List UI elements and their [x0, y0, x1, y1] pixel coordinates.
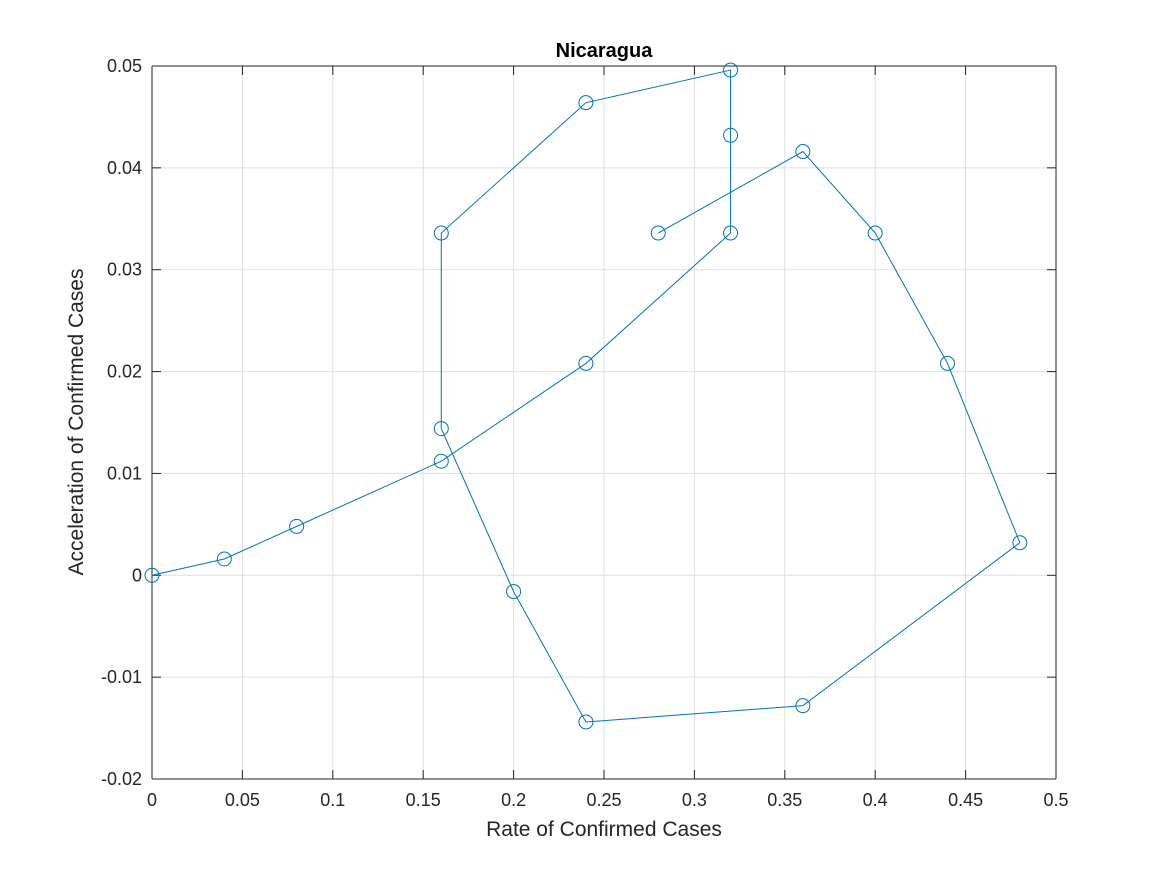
x-tick-label: 0.1	[320, 790, 345, 810]
data-point-marker	[144, 567, 160, 583]
x-axis-title: Rate of Confirmed Cases	[486, 818, 722, 841]
data-point-marker	[940, 355, 956, 371]
ticks: 0 0.05 0.1 0.15 0.2 0.25 0.3 0.35 0.4 0.45 0.5 -0.0…	[101, 56, 1069, 810]
x-tick-label: 0.35	[767, 790, 802, 810]
series-line	[151, 69, 1021, 723]
x-tick-label: 0.05	[225, 790, 260, 810]
y-tick-label: 0.03	[107, 260, 142, 280]
data-point-marker	[1012, 535, 1028, 551]
x-tick-label: 0	[147, 790, 157, 810]
data-series	[144, 62, 1028, 730]
data-point-marker	[795, 144, 811, 160]
data-point-marker	[433, 225, 449, 241]
data-point-marker	[795, 698, 811, 714]
y-tick-label: 0.04	[107, 158, 142, 178]
x-tick-label: 0.45	[948, 790, 983, 810]
y-tick-label: 0.01	[107, 463, 142, 483]
y-tick-label: -0.01	[101, 667, 142, 687]
y-tick-label: 0	[132, 565, 142, 585]
data-point-marker	[433, 453, 449, 469]
data-point-marker	[867, 225, 883, 241]
data-point-marker	[433, 421, 449, 437]
data-point-marker	[289, 518, 305, 534]
data-point-marker	[723, 62, 739, 78]
data-point-marker	[578, 714, 594, 730]
y-axis-title: Acceleration of Confirmed Cases	[65, 269, 88, 576]
data-point-marker	[578, 95, 594, 111]
data-point-marker	[723, 225, 739, 241]
y-tick-label: -0.02	[101, 769, 142, 789]
x-tick-label: 0.5	[1043, 790, 1068, 810]
x-tick-label: 0.25	[586, 790, 621, 810]
data-point-marker	[650, 225, 666, 241]
data-point-marker	[506, 584, 522, 600]
x-tick-label: 0.4	[863, 790, 888, 810]
chart-title: Nicaragua	[556, 40, 654, 62]
data-point-marker	[216, 551, 232, 567]
x-tick-label: 0.3	[682, 790, 707, 810]
x-tick-label: 0.15	[406, 790, 441, 810]
data-point-marker	[578, 355, 594, 371]
y-tick-label: 0.02	[107, 362, 142, 382]
data-point-marker	[723, 127, 739, 143]
y-tick-label: 0.05	[107, 56, 142, 76]
x-tick-label: 0.2	[501, 790, 526, 810]
